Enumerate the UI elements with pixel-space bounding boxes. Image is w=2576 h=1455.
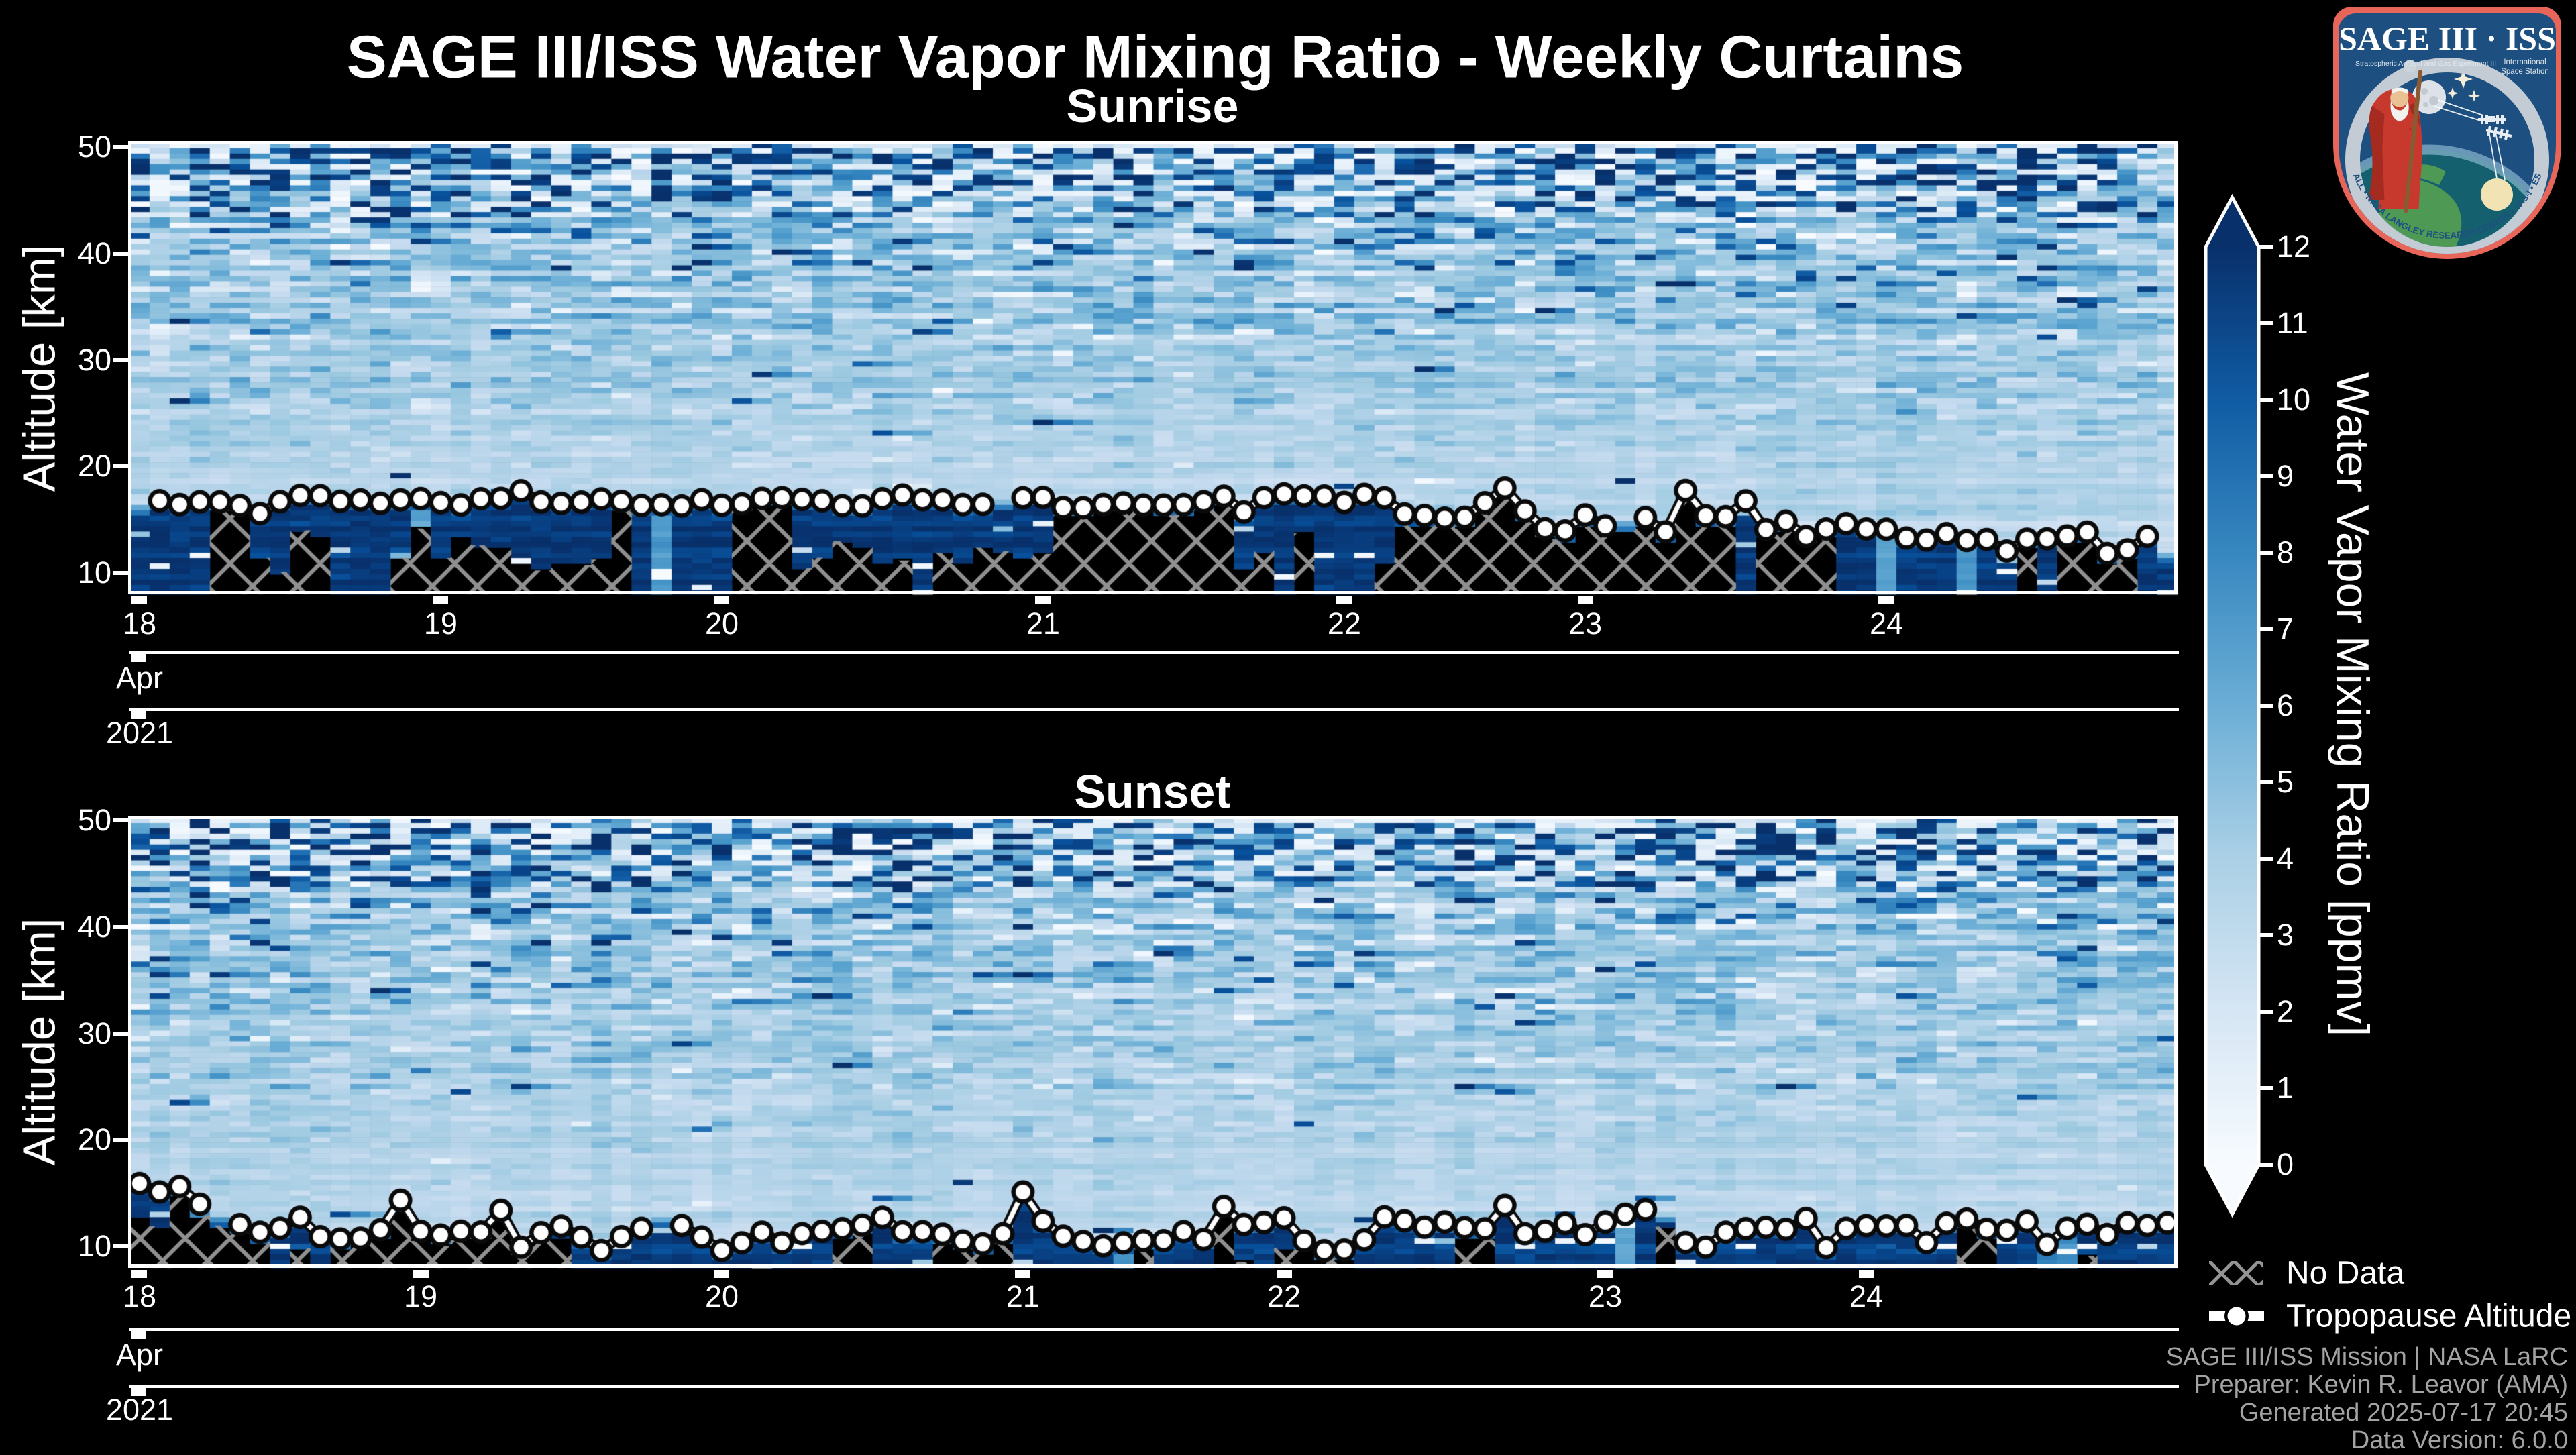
svg-text:Stratospheric Aerosol and Gas: Stratospheric Aerosol and Gas Experiment…	[2355, 60, 2496, 68]
svg-text:International: International	[2504, 58, 2546, 66]
svg-text:Space Station: Space Station	[2501, 68, 2549, 76]
svg-text:SAGE III · ISS: SAGE III · ISS	[2339, 19, 2556, 57]
